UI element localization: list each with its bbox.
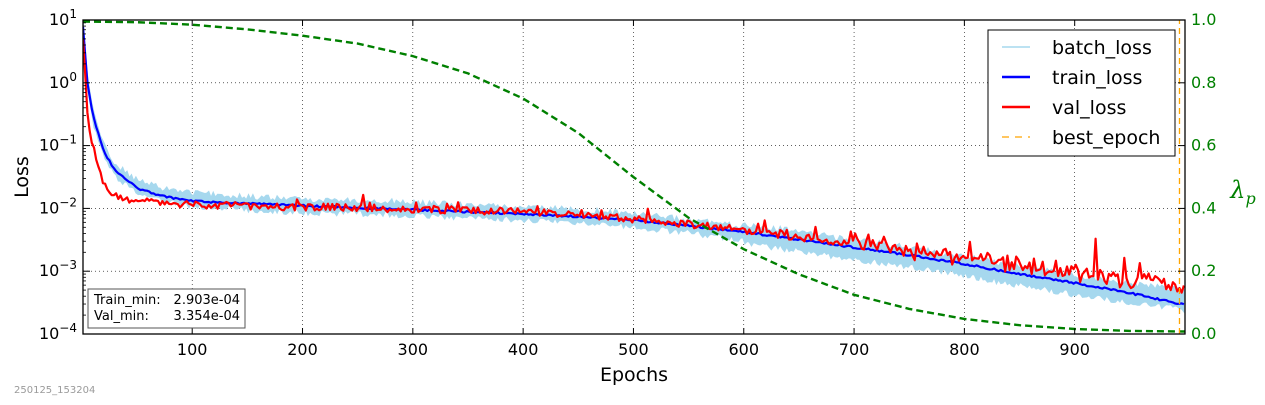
x-tick-label: 800 — [949, 340, 980, 359]
x-tick-label: 600 — [728, 340, 759, 359]
right-tick-label: 1.0 — [1191, 10, 1216, 29]
y-tick-label: 10−2 — [39, 195, 77, 217]
stats-frame — [87, 288, 246, 329]
timestamp: 250125_153204 — [14, 385, 95, 396]
y-tick-label: 101 — [49, 7, 77, 29]
x-tick-label: 400 — [508, 340, 539, 359]
y-axis-ticks: 101 100 10−1 10−2 10−3 10−4 — [39, 7, 90, 343]
stats-label: Train_min: — [93, 293, 161, 308]
right-axis-ticks: 0.0 0.2 0.4 0.6 0.8 1.0 — [1178, 10, 1216, 343]
legend: batch_loss train_loss val_loss best_epoch — [987, 29, 1176, 157]
y-tick-label: 10−3 — [39, 258, 77, 280]
stats-value: 3.354e-04 — [174, 309, 240, 324]
right-tick-label: 0.4 — [1191, 198, 1216, 217]
y-tick-label: 10−1 — [39, 133, 77, 155]
legend-label-batch-loss: batch_loss — [1052, 37, 1152, 59]
series-lambda-p — [83, 20, 1185, 333]
right-tick-label: 0.0 — [1191, 324, 1216, 343]
plot-frame — [82, 19, 1186, 335]
legend-label-best-epoch: best_epoch — [1052, 127, 1160, 149]
y-tick-label: 100 — [49, 70, 77, 92]
x-tick-label: 900 — [1059, 340, 1090, 359]
right-tick-label: 0.6 — [1191, 136, 1216, 155]
legend-label-train-loss: train_loss — [1052, 67, 1142, 89]
right-axis-label-sub: p — [1245, 189, 1255, 208]
right-tick-label: 0.8 — [1191, 73, 1216, 92]
x-tick-label: 200 — [287, 340, 318, 359]
stats-value: 2.903e-04 — [174, 293, 240, 308]
y-tick-label: 10−4 — [39, 321, 77, 343]
legend-box — [987, 29, 1176, 157]
x-tick-label: 700 — [839, 340, 870, 359]
x-axis-ticks: 100 200 300 400 500 600 700 800 900 — [177, 20, 1090, 359]
stats-box: Train_min: 2.903e-04 Val_min: 3.354e-04 — [87, 288, 246, 329]
x-axis-label: Epochs — [600, 364, 668, 386]
series-val-loss — [83, 39, 1185, 294]
stats-label: Val_min: — [94, 309, 149, 324]
x-tick-label: 100 — [177, 340, 208, 359]
x-tick-label: 500 — [618, 340, 649, 359]
right-axis-label-main: λ — [1229, 176, 1245, 204]
right-axis-label: λp — [1229, 176, 1255, 208]
right-tick-label: 0.2 — [1191, 261, 1216, 280]
series-layer — [83, 20, 1185, 334]
legend-label-val-loss: val_loss — [1052, 97, 1126, 119]
y-axis-label: Loss — [11, 156, 33, 198]
x-tick-label: 300 — [398, 340, 429, 359]
